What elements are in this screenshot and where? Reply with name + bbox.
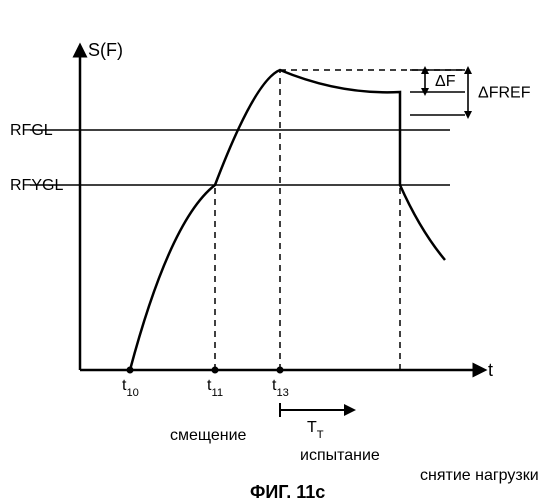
y-axis-label: S(F) — [88, 40, 123, 60]
force-time-diagram: t S(F) RFGL RFYGL t10 t11 t13 TT ΔF ΔFREF смещение… — [0, 0, 560, 500]
delta-f-label: ΔF — [435, 73, 456, 90]
phase-shift: смещение — [170, 427, 247, 444]
tt-label: TT — [307, 419, 324, 441]
rfgl-label: RFGL — [10, 122, 53, 139]
tick-t10 — [127, 367, 134, 374]
rfygl-label: RFYGL — [10, 177, 63, 194]
tick-label-t13: t13 — [272, 377, 289, 399]
phase-test: испытание — [300, 447, 380, 464]
tick-label-t10: t10 — [122, 377, 139, 399]
tick-label-t11: t11 — [207, 377, 223, 399]
figure-caption: ФИГ. 11c — [250, 482, 325, 500]
delta-fref-label: ΔFREF — [478, 85, 531, 102]
tick-t13 — [277, 367, 284, 374]
x-axis-label: t — [488, 360, 493, 380]
phase-unload: снятие нагрузки — [420, 467, 539, 484]
tick-t11 — [212, 367, 219, 374]
sf-curve — [130, 70, 445, 370]
